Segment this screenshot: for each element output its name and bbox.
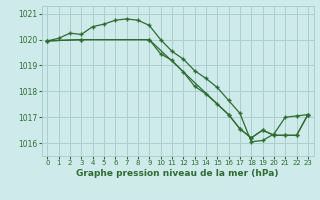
X-axis label: Graphe pression niveau de la mer (hPa): Graphe pression niveau de la mer (hPa) [76,169,279,178]
